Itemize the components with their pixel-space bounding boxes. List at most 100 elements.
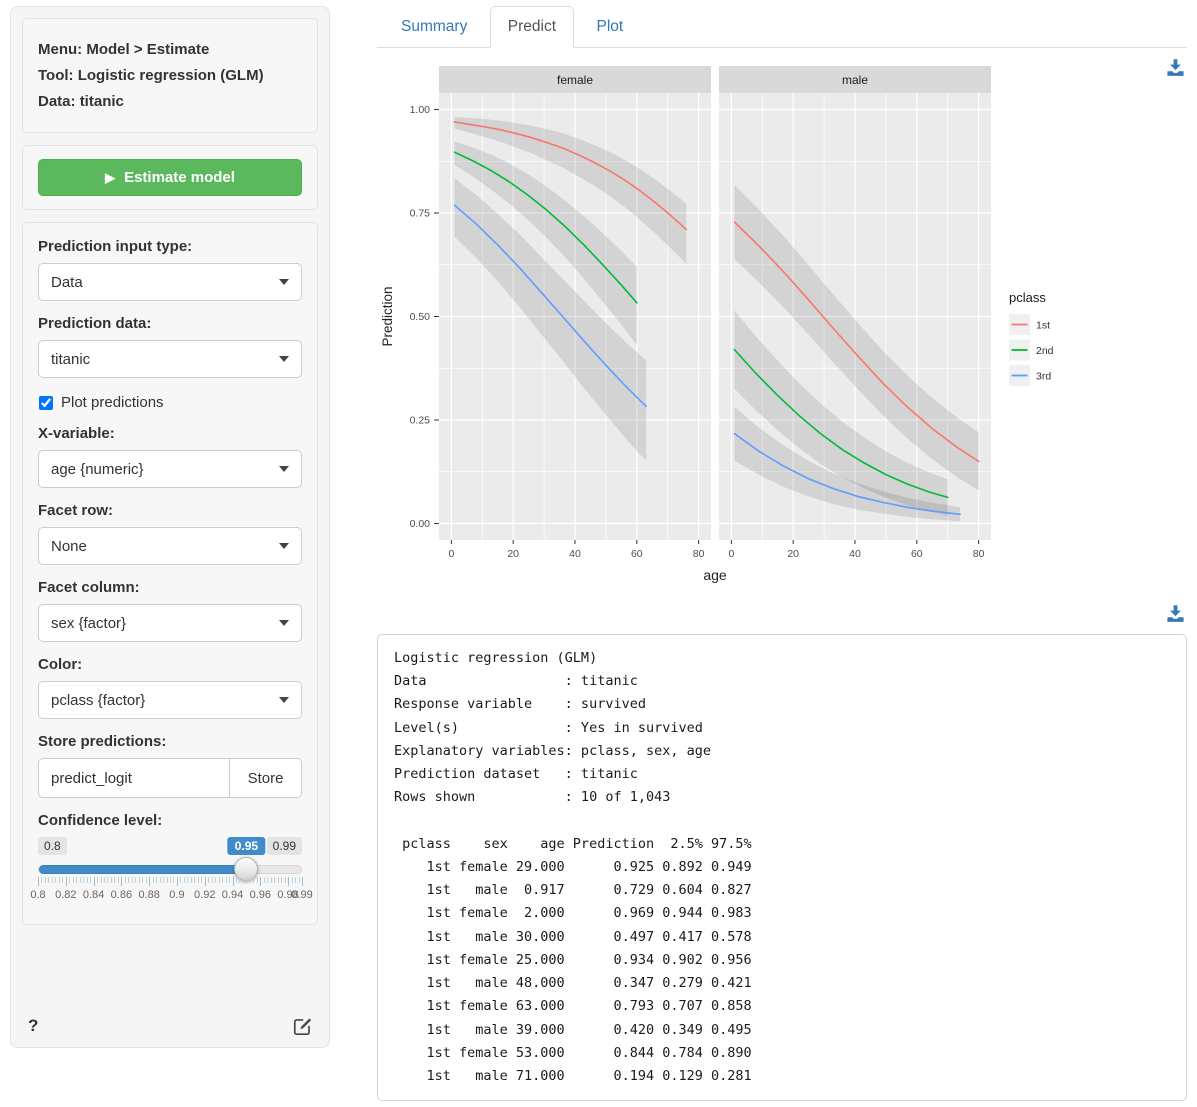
prediction-plot: female 0 20 40 60 80 male 0 20 40 60 80 0.00 0.25 0.50… bbox=[377, 52, 1187, 602]
slider-tick-label: 0.8 bbox=[30, 889, 46, 901]
pencil-square-icon bbox=[293, 1017, 312, 1035]
slider-tick-label: 0.92 bbox=[194, 889, 216, 901]
slider-tick-label: 0.88 bbox=[138, 889, 160, 901]
tab-plot[interactable]: Plot bbox=[596, 18, 624, 35]
facet-row-value: None bbox=[51, 537, 87, 555]
color-select[interactable]: pclass {factor} bbox=[38, 681, 302, 719]
tool-value: Logistic regression (GLM) bbox=[77, 67, 264, 84]
download-output-row bbox=[377, 604, 1187, 628]
svg-text:0.75: 0.75 bbox=[410, 208, 431, 220]
store-button[interactable]: Store bbox=[230, 758, 302, 798]
caret-down-icon bbox=[279, 543, 289, 549]
download-plot-button[interactable] bbox=[1166, 58, 1185, 82]
download-icon bbox=[1167, 605, 1184, 622]
data-label: Data: bbox=[38, 93, 76, 110]
store-predictions-label: Store predictions: bbox=[38, 733, 167, 750]
svg-text:0: 0 bbox=[728, 548, 734, 560]
sidebar-footer: ? bbox=[22, 1012, 318, 1036]
svg-text:40: 40 bbox=[849, 548, 861, 560]
slider-track[interactable] bbox=[38, 857, 302, 881]
data-value: titanic bbox=[79, 93, 124, 110]
prediction-data-value: titanic bbox=[51, 350, 91, 368]
slider-tick-label: 0.96 bbox=[249, 889, 272, 901]
plot-area: female 0 20 40 60 80 male 0 20 40 60 80 0.00 0.25 0.50… bbox=[377, 48, 1187, 602]
tool-info-line: Tool: Logistic regression (GLM) bbox=[38, 67, 302, 84]
prediction-input-type-label: Prediction input type: bbox=[38, 238, 193, 255]
caret-down-icon bbox=[279, 466, 289, 472]
store-predictions-group: Store bbox=[38, 758, 302, 798]
caret-down-icon bbox=[279, 697, 289, 703]
model-output-box: Logistic regression (GLM) Data : titanic… bbox=[377, 634, 1187, 1102]
svg-text:0: 0 bbox=[448, 548, 454, 560]
tab-predict[interactable]: Predict bbox=[489, 6, 575, 48]
slider-value-badge: 0.95 bbox=[227, 837, 266, 855]
svg-text:60: 60 bbox=[631, 548, 643, 560]
color-value: pclass {factor} bbox=[51, 691, 146, 709]
menu-label: Menu: bbox=[38, 41, 83, 58]
x-variable-select[interactable]: age {numeric} bbox=[38, 450, 302, 488]
slider-max-badge: 0.99 bbox=[266, 837, 302, 855]
menu-value: Model > Estimate bbox=[86, 41, 210, 58]
download-output-button[interactable] bbox=[1166, 605, 1185, 627]
svg-text:40: 40 bbox=[569, 548, 581, 560]
svg-text:0.25: 0.25 bbox=[410, 414, 431, 426]
slider-tick-label: 0.98 bbox=[277, 889, 299, 901]
legend-title: pclass bbox=[1009, 290, 1046, 305]
tool-label: Tool: bbox=[38, 67, 74, 84]
legend-entry-label: 1st bbox=[1036, 320, 1050, 332]
confidence-badges: 0.8 0.99 0.95 bbox=[38, 837, 302, 861]
legend-entry-label: 2nd bbox=[1036, 345, 1054, 357]
slider-tick-label: 0.82 bbox=[55, 889, 77, 901]
facet-column-value: sex {factor} bbox=[51, 614, 127, 632]
store-predictions-input[interactable] bbox=[38, 758, 230, 798]
caret-down-icon bbox=[279, 279, 289, 285]
legend-entry-label: 3rd bbox=[1036, 371, 1051, 383]
menu-info-line: Menu: Model > Estimate bbox=[38, 41, 302, 58]
slider-grid: 0.8 0.82 0.84 0.86 0.88 0.9 0.92 0.94 0.96 0.98 0.… bbox=[30, 877, 313, 911]
slider-handle[interactable] bbox=[233, 857, 258, 881]
confidence-level-label: Confidence level: bbox=[38, 812, 163, 829]
prediction-settings-card: Prediction input type: Data Prediction d… bbox=[22, 222, 318, 925]
slider-tick-label: 0.94 bbox=[221, 889, 244, 901]
slider-filled-bar bbox=[39, 865, 246, 874]
prediction-data-select[interactable]: titanic bbox=[38, 340, 302, 378]
confidence-slider[interactable]: 0.8 0.99 0.95 0.8 0.82 0.84 0.86 0.88 0.9 0.92… bbox=[30, 837, 313, 911]
y-axis-title: Prediction bbox=[380, 286, 395, 346]
facet-column-select[interactable]: sex {factor} bbox=[38, 604, 302, 642]
prediction-data-label: Prediction data: bbox=[38, 315, 152, 332]
caret-down-icon bbox=[279, 356, 289, 362]
svg-text:60: 60 bbox=[911, 548, 923, 560]
download-icon bbox=[1167, 59, 1184, 76]
facet-strip-label: female bbox=[557, 73, 593, 87]
plot-predictions-label: Plot predictions bbox=[61, 394, 164, 411]
estimate-model-label: Estimate model bbox=[124, 169, 235, 186]
plot-predictions-row[interactable]: Plot predictions bbox=[39, 394, 302, 411]
svg-text:0.00: 0.00 bbox=[410, 518, 431, 530]
help-icon[interactable]: ? bbox=[28, 1016, 39, 1035]
svg-text:1.00: 1.00 bbox=[410, 104, 431, 116]
prediction-input-type-value: Data bbox=[51, 273, 83, 291]
svg-text:20: 20 bbox=[507, 548, 519, 560]
estimate-model-button[interactable]: ▶ Estimate model bbox=[38, 159, 302, 196]
data-info-line: Data: titanic bbox=[38, 93, 302, 110]
plot-predictions-checkbox[interactable] bbox=[39, 395, 53, 410]
slider-tick-label: 0.84 bbox=[82, 889, 105, 901]
x-axis-title: age bbox=[703, 567, 727, 583]
slider-tick-label: 0.9 bbox=[169, 889, 185, 901]
slider-tick-label: 0.99 bbox=[291, 889, 313, 901]
prediction-input-type-select[interactable]: Data bbox=[38, 263, 302, 301]
edit-report-button[interactable] bbox=[293, 1017, 312, 1036]
slider-min-badge: 0.8 bbox=[38, 837, 67, 855]
caret-down-icon bbox=[279, 620, 289, 626]
svg-text:80: 80 bbox=[693, 548, 705, 560]
tab-summary[interactable]: Summary bbox=[401, 18, 468, 35]
tab-bar: Summary Predict Plot bbox=[377, 6, 1187, 48]
x-variable-label: X-variable: bbox=[38, 425, 115, 442]
slider-tick-label: 0.86 bbox=[110, 889, 133, 901]
facet-row-select[interactable]: None bbox=[38, 527, 302, 565]
sidebar: Menu: Model > Estimate Tool: Logistic re… bbox=[10, 6, 330, 1048]
facet-column-label: Facet column: bbox=[38, 579, 140, 596]
facet-strip-label: male bbox=[842, 73, 868, 87]
model-info-card: Menu: Model > Estimate Tool: Logistic re… bbox=[22, 18, 318, 133]
